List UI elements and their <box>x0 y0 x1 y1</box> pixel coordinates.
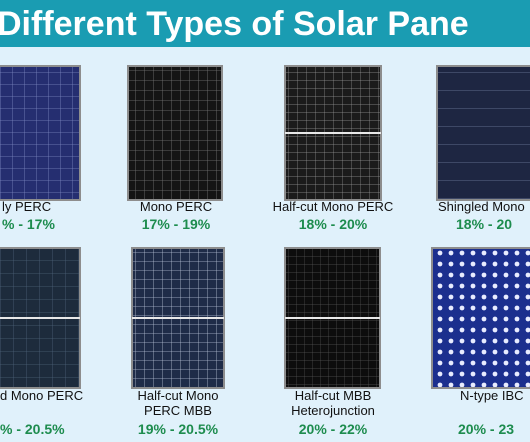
panel-label: Half-cut Mono PERC <box>273 199 394 214</box>
title-bar <box>0 0 530 47</box>
panel-label: Mono PERC <box>140 199 212 214</box>
panel-image <box>436 65 530 201</box>
panel-label: Half-cut MBB <box>295 388 372 403</box>
panel-label: Half-cut Mono <box>138 388 219 403</box>
panel-efficiency: 20% - 23 <box>458 421 514 437</box>
panel-efficiency: 20% - 22% <box>299 421 368 437</box>
panel-label: Shingled Mono <box>438 199 525 214</box>
panel-label: N-type IBC <box>460 388 524 403</box>
panel-label: ly PERC <box>2 199 51 214</box>
panel-label: d Mono PERC <box>0 388 83 403</box>
panel-image <box>0 65 81 201</box>
panel-label: PERC MBB <box>144 403 212 418</box>
title: Different Types of Solar Pane <box>0 5 469 43</box>
panel-efficiency: 17% - 19% <box>142 216 211 232</box>
panel-efficiency: % - 20.5% <box>0 421 65 437</box>
panel-label: Heterojunction <box>291 403 375 418</box>
panel-efficiency: 18% - 20% <box>299 216 368 232</box>
panel-image <box>431 247 530 389</box>
panel-efficiency: 18% - 20 <box>456 216 512 232</box>
panel-efficiency: 19% - 20.5% <box>138 421 219 437</box>
panel-efficiency: % - 17% <box>2 216 55 232</box>
panel-image <box>127 65 223 201</box>
